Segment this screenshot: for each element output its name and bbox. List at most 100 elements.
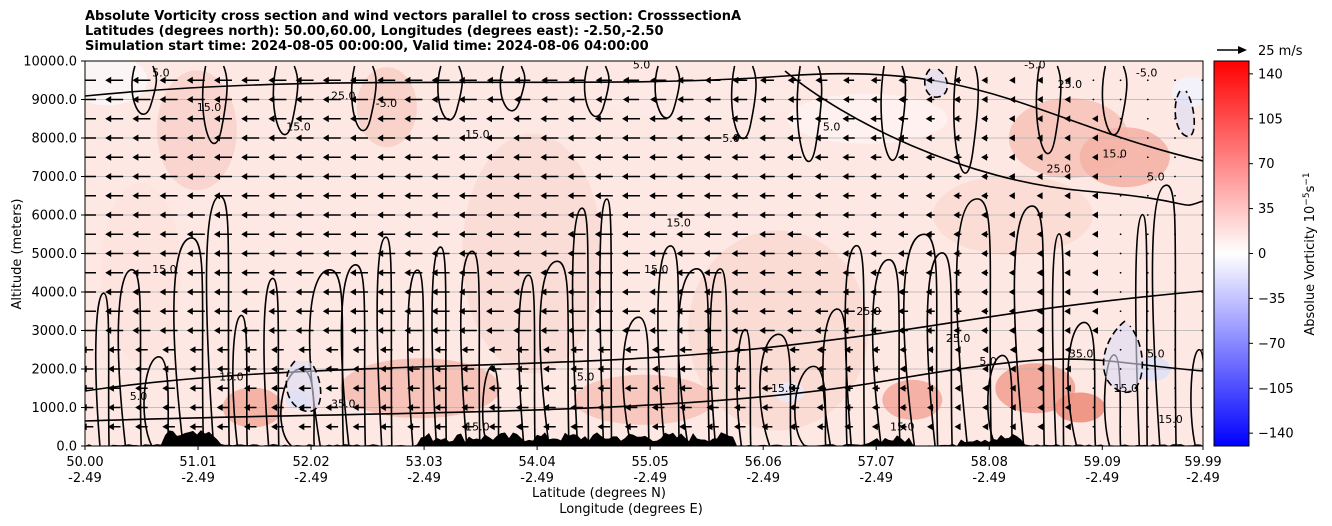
title-line-1: Absolute Vorticity cross section and win… [85,9,742,24]
wind-vector-head [186,134,193,142]
wind-vector-head [703,307,710,315]
wind-vector-head [322,153,329,161]
wind-vector-head [844,423,851,431]
wind-vector [1174,175,1176,178]
wind-vector-head [186,96,193,103]
wind-vector-head [926,96,933,103]
wind-vector-head [543,346,550,354]
wind-vector-head [567,153,574,161]
wind-vector-head [458,192,465,200]
wind-vector-head [870,173,877,180]
wind-vector-head [132,134,139,142]
wind-vector-head [350,134,356,142]
wind-vector-head [431,211,438,219]
wind-vector-head [871,423,878,431]
wind-vector-head [350,211,356,219]
wind-vector-head [295,269,302,277]
wind-vector-head [486,153,492,161]
wind-vector [1092,98,1095,101]
wind-vector-head [216,346,223,354]
wind-vector-head [703,115,710,123]
contour-line [871,258,901,446]
wind-vector-head [132,288,139,296]
wind-vector-head [298,346,305,354]
wind-vector-head [162,346,169,354]
contour-line [539,260,570,446]
wind-vector-head [268,307,275,315]
wind-vector-head [325,365,332,373]
wind-vector-head [379,346,386,354]
wind-vector-head [268,269,275,277]
wind-vector-head [1092,307,1099,315]
wind-vector-head [899,404,906,411]
axes: 0.0 1000.0 2000.0 3000.0 4000.0 5000.0 6000.0 7… [23,55,1221,487]
wind-vector-head [815,96,822,103]
wind-vector-head [981,115,988,123]
wind-vector-head [514,76,521,84]
wind-vector-head [897,269,904,277]
wind-vector-head [1036,115,1043,123]
wind-vector-head [567,173,574,180]
wind-vector-head [486,173,492,180]
wind-vector-head [567,134,574,142]
field-patch [774,382,805,403]
wind-vector-head [322,288,329,296]
wind-vector-head [567,250,574,257]
wind-vector-head [434,423,441,431]
field-patch [787,93,948,144]
wind-vector-head [105,211,112,219]
wind-vector-head [271,365,278,373]
wind-vector-head [1036,173,1043,180]
contour-label: 15.0 [1114,382,1139,395]
wind-vector-head [1064,288,1071,296]
y-tick-label: 9000.0 [32,93,78,108]
wind-vector-head [298,365,305,373]
wind-vector-head [1036,230,1043,238]
wind-vector-head [703,230,710,238]
wind-vector-head [159,192,166,200]
field-patch [882,379,943,420]
wind-vector-head [1037,423,1044,431]
wind-vector-head [953,250,960,257]
wind-vector-head [676,269,683,277]
wind-vector-head [295,230,302,238]
wind-vector-head [870,134,877,142]
wind-vector-head [461,346,468,354]
contour-line [94,292,110,446]
wind-vector-head [186,230,193,238]
wind-vector-head [132,211,139,219]
wind-vector-head [350,115,356,123]
wind-vector-head [322,134,329,142]
wind-vector-head [1064,404,1071,411]
wind-vector-head [407,423,414,431]
wind-vector-head [842,134,849,142]
wind-vector-head [925,288,932,296]
contour-line [143,355,170,446]
wind-vector-head [759,192,766,200]
wind-vector-head [135,404,142,411]
wind-vector-head [706,384,713,392]
wind-vector-head [649,134,656,142]
wind-vector-head [842,211,849,219]
wind-vector-head [295,211,302,219]
wind-vector-head [897,230,904,238]
wind-vector-head [925,211,932,219]
contour-label: 15.0 [1158,413,1183,426]
wind-vector-head [651,423,658,431]
wind-vector-head [679,384,686,392]
wind-vector-head [431,192,438,200]
wind-vector-head [1092,115,1099,123]
colorbar-tick-label: −140 [1258,427,1294,442]
wind-vector-head [677,76,684,84]
wind-vector-head [486,192,492,200]
wind-vector-head [85,423,87,431]
wind-vector-head [243,365,250,373]
wind-vector-head [107,346,114,354]
x-tick-label-lon: -2.49 [746,471,780,486]
wind-vector-head [1092,269,1099,277]
contour-line [1067,321,1097,446]
wind-vector-head [322,230,329,238]
wind-vector-head [897,250,904,257]
x-axis-title-lat: Latitude (degrees N) [532,486,666,501]
